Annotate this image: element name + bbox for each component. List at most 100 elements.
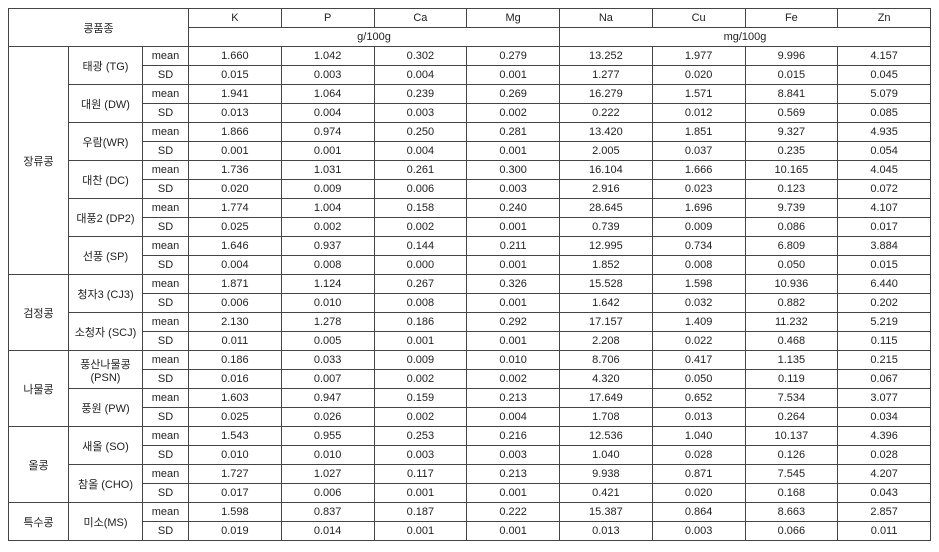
data-cell: 0.085 <box>838 104 931 123</box>
stat-cell: SD <box>143 180 189 199</box>
data-cell: 0.025 <box>189 408 282 427</box>
category-cell: 특수콩 <box>9 503 69 541</box>
data-cell: 1.977 <box>652 47 745 66</box>
data-cell: 17.157 <box>560 313 653 332</box>
data-cell: 13.420 <box>560 123 653 142</box>
data-cell: 0.086 <box>745 218 838 237</box>
table-row: 풍원 (PW)mean1.6030.9470.1590.21317.6490.6… <box>9 389 931 408</box>
variety-cell: 미소(MS) <box>69 503 143 541</box>
data-cell: 1.941 <box>189 85 282 104</box>
data-cell: 1.603 <box>189 389 282 408</box>
data-cell: 0.001 <box>374 332 467 351</box>
data-cell: 0.417 <box>652 351 745 370</box>
data-cell: 0.281 <box>467 123 560 142</box>
data-cell: 0.739 <box>560 218 653 237</box>
data-cell: 11.232 <box>745 313 838 332</box>
data-cell: 0.267 <box>374 275 467 294</box>
table-row: SD0.0250.0020.0020.0010.7390.0090.0860.0… <box>9 218 931 237</box>
stat-cell: mean <box>143 503 189 522</box>
data-cell: 0.008 <box>281 256 374 275</box>
data-cell: 0.009 <box>374 351 467 370</box>
data-cell: 1.774 <box>189 199 282 218</box>
data-cell: 0.222 <box>560 104 653 123</box>
data-cell: 0.002 <box>281 218 374 237</box>
header-element: Ca <box>374 9 467 28</box>
data-cell: 0.003 <box>652 522 745 541</box>
data-cell: 0.213 <box>467 389 560 408</box>
data-cell: 0.001 <box>467 142 560 161</box>
variety-cell: 풍산나물콩 (PSN) <box>69 351 143 389</box>
data-cell: 1.040 <box>652 427 745 446</box>
data-cell: 12.995 <box>560 237 653 256</box>
data-cell: 0.215 <box>838 351 931 370</box>
table-row: SD0.0250.0260.0020.0041.7080.0130.2640.0… <box>9 408 931 427</box>
data-cell: 0.026 <box>281 408 374 427</box>
data-cell: 0.000 <box>374 256 467 275</box>
stat-cell: SD <box>143 256 189 275</box>
header-element: P <box>281 9 374 28</box>
table-row: 참올 (CHO)mean1.7271.0270.1170.2139.9380.8… <box>9 465 931 484</box>
data-cell: 0.020 <box>652 66 745 85</box>
data-cell: 1.660 <box>189 47 282 66</box>
data-cell: 9.938 <box>560 465 653 484</box>
data-cell: 0.001 <box>467 522 560 541</box>
data-cell: 0.045 <box>838 66 931 85</box>
stat-cell: mean <box>143 351 189 370</box>
stat-cell: mean <box>143 199 189 218</box>
data-cell: 5.219 <box>838 313 931 332</box>
data-cell: 3.884 <box>838 237 931 256</box>
data-cell: 0.033 <box>281 351 374 370</box>
header-unit-g: g/100g <box>189 28 560 47</box>
stat-cell: mean <box>143 47 189 66</box>
variety-cell: 선풍 (SP) <box>69 237 143 275</box>
data-cell: 9.739 <box>745 199 838 218</box>
data-cell: 0.019 <box>189 522 282 541</box>
data-cell: 1.124 <box>281 275 374 294</box>
data-cell: 0.734 <box>652 237 745 256</box>
data-cell: 0.004 <box>374 66 467 85</box>
data-cell: 1.040 <box>560 446 653 465</box>
data-cell: 1.666 <box>652 161 745 180</box>
data-cell: 0.003 <box>467 180 560 199</box>
data-cell: 0.072 <box>838 180 931 199</box>
data-cell: 0.882 <box>745 294 838 313</box>
data-cell: 0.468 <box>745 332 838 351</box>
header-element: Zn <box>838 9 931 28</box>
stat-cell: mean <box>143 389 189 408</box>
data-cell: 0.015 <box>838 256 931 275</box>
data-cell: 0.025 <box>189 218 282 237</box>
data-cell: 0.002 <box>374 370 467 389</box>
data-cell: 0.006 <box>189 294 282 313</box>
data-cell: 0.017 <box>838 218 931 237</box>
data-cell: 1.642 <box>560 294 653 313</box>
data-cell: 12.536 <box>560 427 653 446</box>
data-cell: 1.646 <box>189 237 282 256</box>
header-element: Na <box>560 9 653 28</box>
table-row: 선풍 (SP)mean1.6460.9370.1440.21112.9950.7… <box>9 237 931 256</box>
data-cell: 1.409 <box>652 313 745 332</box>
data-cell: 0.269 <box>467 85 560 104</box>
table-row: 대원 (DW)mean1.9411.0640.2390.26916.2791.5… <box>9 85 931 104</box>
data-cell: 0.002 <box>374 218 467 237</box>
data-cell: 1.042 <box>281 47 374 66</box>
data-cell: 9.996 <box>745 47 838 66</box>
stat-cell: SD <box>143 522 189 541</box>
stat-cell: mean <box>143 313 189 332</box>
data-cell: 0.017 <box>189 484 282 503</box>
data-cell: 1.871 <box>189 275 282 294</box>
data-cell: 0.326 <box>467 275 560 294</box>
data-cell: 0.001 <box>467 66 560 85</box>
data-cell: 5.079 <box>838 85 931 104</box>
data-cell: 6.809 <box>745 237 838 256</box>
stat-cell: SD <box>143 408 189 427</box>
data-cell: 10.165 <box>745 161 838 180</box>
data-cell: 0.279 <box>467 47 560 66</box>
data-cell: 0.020 <box>652 484 745 503</box>
data-cell: 0.043 <box>838 484 931 503</box>
variety-cell: 대찬 (DC) <box>69 161 143 199</box>
stat-cell: mean <box>143 161 189 180</box>
data-cell: 0.004 <box>467 408 560 427</box>
data-cell: 0.001 <box>467 332 560 351</box>
data-cell: 0.211 <box>467 237 560 256</box>
data-cell: 0.010 <box>467 351 560 370</box>
